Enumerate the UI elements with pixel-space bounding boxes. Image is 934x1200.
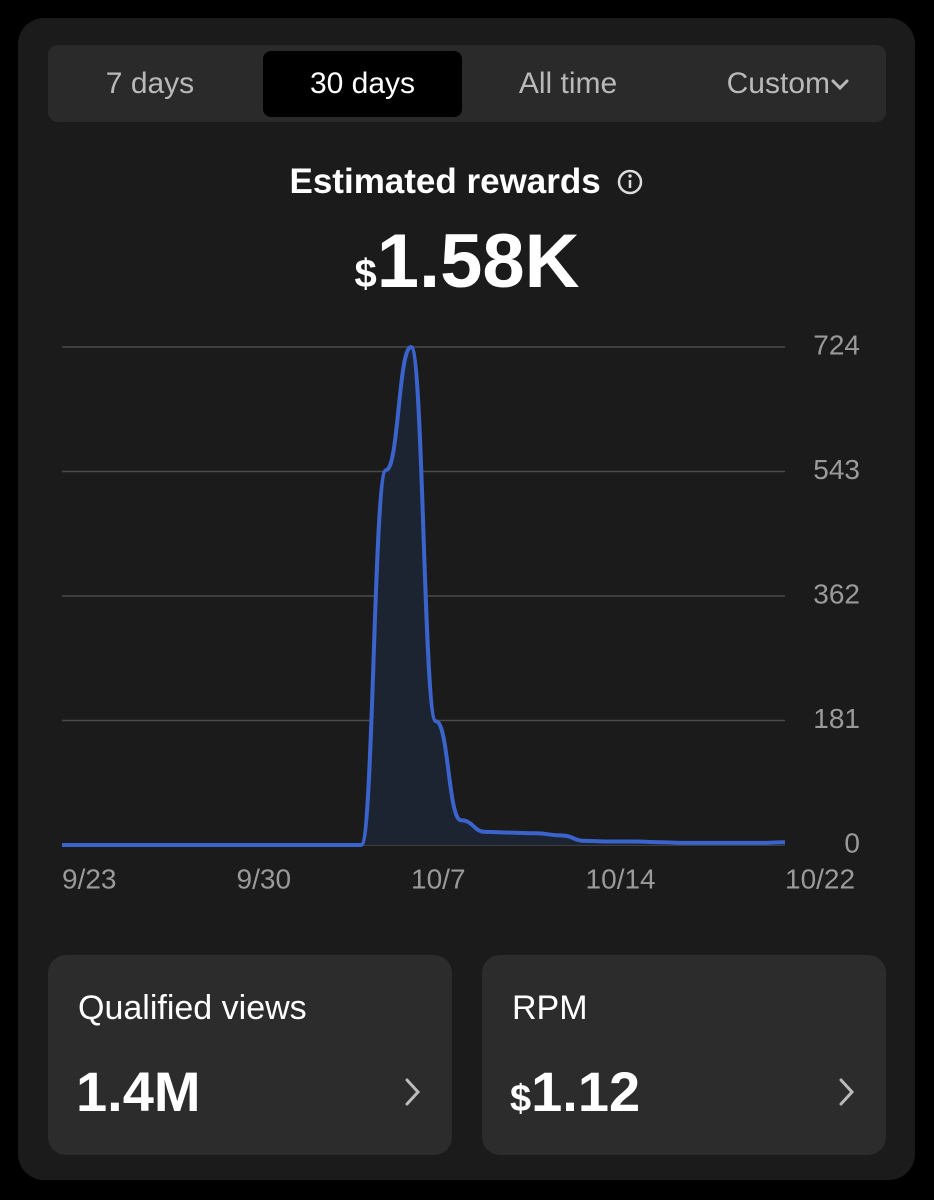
tab[interactable]: 7 days [105, 67, 195, 100]
y-tick-label: 724 [813, 329, 860, 360]
area [62, 347, 785, 845]
metric-card[interactable]: Qualified views 1.4M [48, 955, 452, 1155]
metric-label: RPM [512, 989, 588, 1027]
metric-label: Qualified views [78, 989, 307, 1027]
tab-selected[interactable]: 30 days [263, 51, 462, 117]
chart-title: Estimated rewards [289, 162, 601, 201]
info-icon[interactable] [616, 168, 644, 196]
dropdown-chevron [831, 79, 849, 91]
y-tick-label: 181 [813, 703, 860, 734]
y-tick-label: 0 [844, 827, 860, 858]
x-tick-label: 10/14 [586, 863, 656, 894]
title-row: Estimated rewards [0, 162, 934, 202]
line [61, 345, 786, 847]
x-tick-label: 10/22 [785, 863, 855, 894]
x-tick-label: 10/7 [411, 863, 466, 894]
chevron [405, 1078, 421, 1106]
x-tick-label: 9/30 [237, 863, 292, 894]
total: $1.58K [0, 218, 934, 305]
currency: $ [354, 252, 377, 296]
metric-value: 1.12 [531, 1060, 641, 1123]
chart: 0 181 362 543 724 9/23 9/30 10/7 10/14 10/22 [61, 329, 860, 894]
metric-value: 1.4M [76, 1060, 201, 1123]
x-tick-label: 9/23 [62, 863, 117, 894]
chevron [839, 1078, 855, 1106]
y-tick-label: 543 [813, 454, 860, 485]
metric-value-row: $1.12 [510, 1059, 640, 1124]
tab-bar [48, 45, 886, 122]
tab[interactable]: All time [518, 67, 618, 100]
tab[interactable]: Custom [726, 67, 830, 100]
metric-card[interactable]: RPM $1.12 [482, 955, 886, 1155]
currency: $ [510, 1078, 532, 1120]
total-amount: 1.58K [376, 219, 580, 304]
y-tick-label: 362 [813, 578, 860, 609]
